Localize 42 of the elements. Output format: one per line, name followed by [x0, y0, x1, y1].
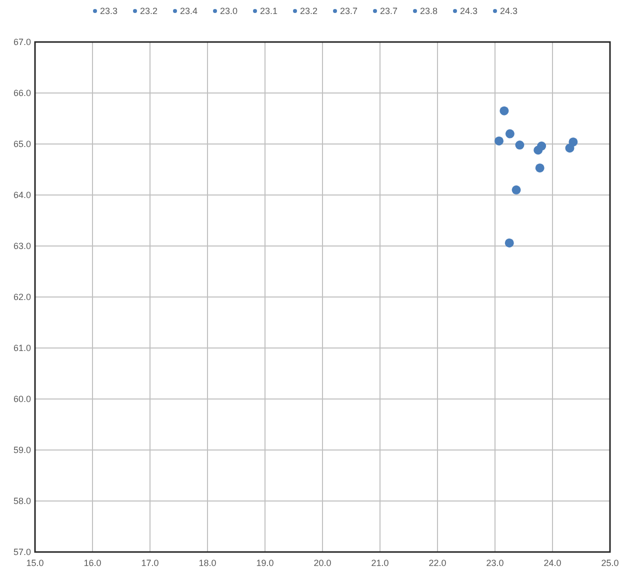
legend-label: 23.0 [220, 6, 238, 16]
legend-label: 23.4 [180, 6, 198, 16]
legend-label: 24.3 [500, 6, 518, 16]
legend-label: 24.3 [460, 6, 478, 16]
legend-label: 23.2 [140, 6, 158, 16]
legend-label: 23.7 [340, 6, 358, 16]
y-tick-label: 63.0 [13, 241, 31, 251]
point [504, 238, 514, 248]
x-tick-label: 15.0 [26, 558, 44, 568]
x-tick-label: 20.0 [314, 558, 332, 568]
point [535, 163, 544, 172]
point [568, 137, 578, 146]
y-tick-label: 60.0 [13, 394, 31, 404]
x-tick-label: 17.0 [141, 558, 159, 568]
y-tick-label: 62.0 [13, 292, 31, 302]
y-tick-label: 66.0 [13, 88, 31, 98]
y-tick-label: 58.0 [13, 496, 31, 506]
x-tick-label: 16.0 [84, 558, 102, 568]
legend-label: 23.8 [420, 6, 438, 16]
y-tick-label: 64.0 [13, 190, 31, 200]
point [500, 106, 509, 116]
y-tick-label: 59.0 [13, 445, 31, 455]
x-tick-label: 22.0 [428, 558, 446, 568]
point [494, 136, 504, 146]
x-tick-label: 23.0 [486, 558, 504, 568]
x-tick-label: 21.0 [371, 558, 389, 568]
y-tick-label: 57.0 [13, 547, 31, 557]
point [505, 129, 514, 138]
x-tick-label: 25.0 [601, 558, 619, 568]
x-tick-label: 19.0 [256, 558, 274, 568]
legend-label: 23.3 [100, 6, 118, 16]
point [515, 140, 524, 150]
point [512, 185, 521, 194]
legend-label: 23.1 [260, 6, 278, 16]
y-tick-label: 61.0 [13, 343, 31, 353]
point [537, 142, 546, 151]
x-tick-label: 18.0 [198, 558, 216, 568]
legend-label: 23.7 [380, 6, 398, 16]
y-tick-label: 67.0 [13, 37, 31, 47]
y-tick-label: 65.0 [13, 139, 31, 149]
legend-label: 23.2 [300, 6, 318, 16]
x-tick-label: 24.0 [544, 558, 562, 568]
